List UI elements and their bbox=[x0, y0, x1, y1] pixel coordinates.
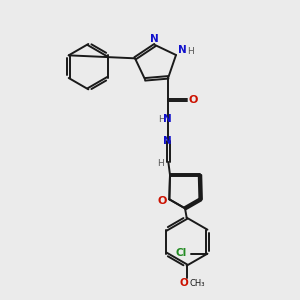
Text: N: N bbox=[163, 114, 171, 124]
Text: O: O bbox=[180, 278, 188, 288]
Text: O: O bbox=[189, 95, 198, 105]
Text: Cl: Cl bbox=[176, 248, 187, 258]
Text: N: N bbox=[178, 45, 186, 55]
Text: H: H bbox=[158, 115, 165, 124]
Text: CH₃: CH₃ bbox=[190, 279, 205, 288]
Text: O: O bbox=[157, 196, 167, 206]
Text: N: N bbox=[150, 34, 159, 44]
Text: H: H bbox=[187, 46, 194, 56]
Text: H: H bbox=[158, 159, 164, 168]
Text: N: N bbox=[163, 136, 171, 146]
